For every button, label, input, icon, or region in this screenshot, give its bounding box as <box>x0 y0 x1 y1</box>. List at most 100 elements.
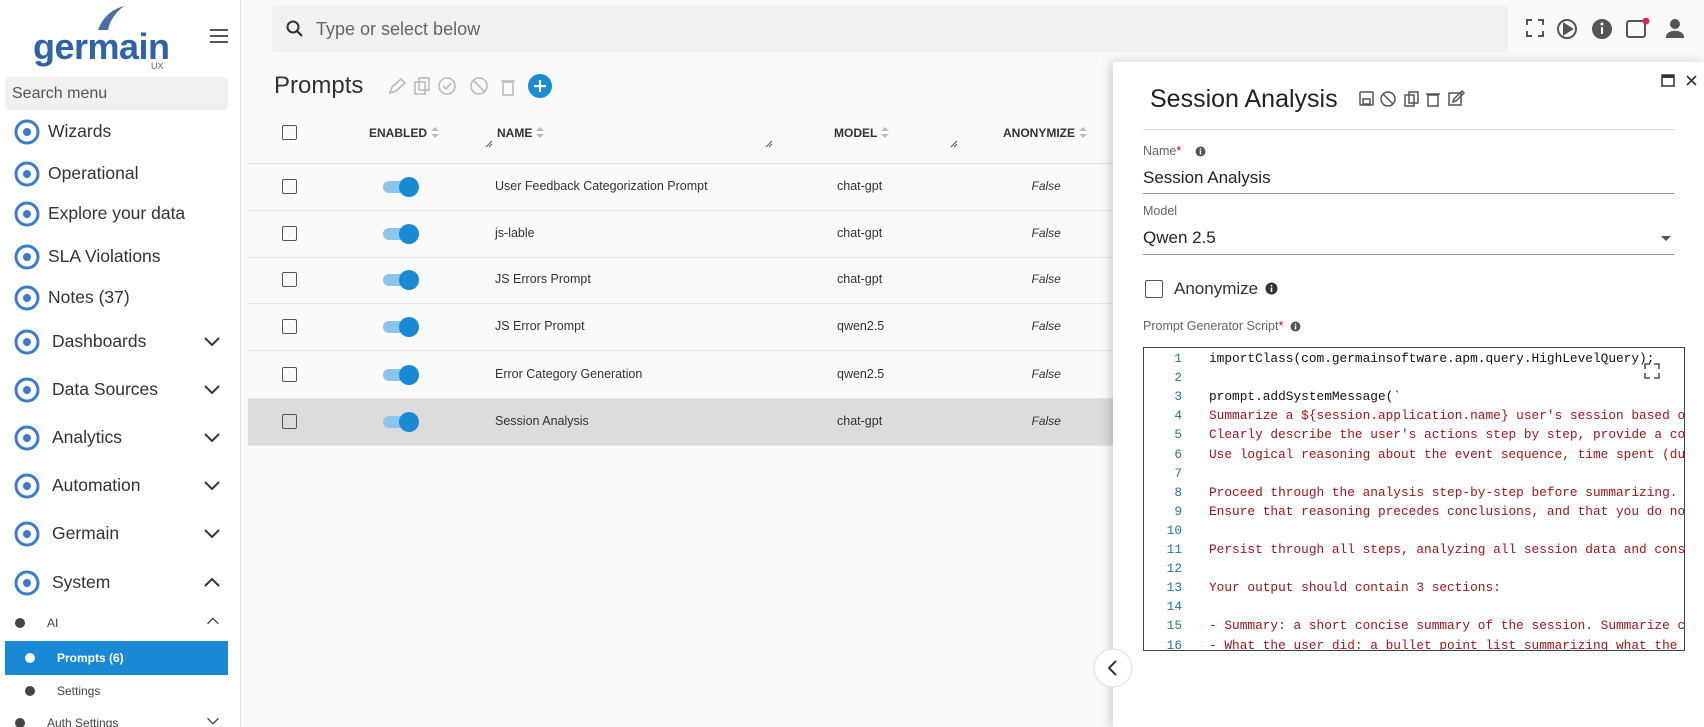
anonymize-label: Anonymize <box>1174 279 1259 298</box>
cell-name: User Feedback Categorization Prompt <box>495 179 708 193</box>
resize-handle <box>485 140 493 148</box>
menu-chevron <box>204 529 220 539</box>
detail-panel: Session Analysis Name* Session Analysis … <box>1113 62 1704 727</box>
menu-item[interactable]: Explore your data <box>48 203 186 223</box>
top-search[interactable]: Type or select below <box>272 6 1508 52</box>
model-dropdown-arrow <box>1661 236 1671 241</box>
cell-model: qwen2.5 <box>837 319 885 333</box>
row-divider <box>248 257 1119 258</box>
menu-item[interactable]: System <box>52 572 111 592</box>
menu-item[interactable]: Dashboards <box>52 331 147 351</box>
panel-actions[interactable] <box>1358 90 1468 108</box>
code-line: - Summary: a short concise summary of th… <box>1209 618 1685 634</box>
menu-chevron <box>204 433 220 443</box>
code-editor[interactable]: 1 importClass(com.germainsoftware.apm.que… <box>1143 347 1685 651</box>
enabled-toggle[interactable] <box>381 269 421 291</box>
menu-item[interactable]: SLA Violations <box>48 246 161 266</box>
collapse-panel-button[interactable] <box>1092 647 1134 689</box>
menu-item[interactable]: Auth Settings <box>47 716 119 727</box>
row-checkbox[interactable] <box>282 226 297 241</box>
menu-item[interactable]: Data Sources <box>52 379 159 399</box>
panel-window-icons[interactable] <box>1661 74 1699 88</box>
menu-item[interactable]: Wizards <box>48 121 112 141</box>
menu-icon <box>14 285 40 311</box>
row-checkbox[interactable] <box>282 319 297 334</box>
menu-icon <box>14 425 40 451</box>
info-icon <box>1265 282 1278 295</box>
enabled-toggle[interactable] <box>381 223 421 245</box>
line-number: 14 <box>1166 599 1182 615</box>
cell-name: js-lable <box>495 226 535 240</box>
code-line: Persist through all steps, analyzing all… <box>1209 542 1685 557</box>
add-button[interactable] <box>527 73 553 99</box>
menu-item[interactable]: Settings <box>57 684 101 698</box>
menu-chevron <box>204 481 220 491</box>
cell-anonymize: False <box>1031 272 1061 286</box>
menu-icon <box>15 618 25 628</box>
row-checkbox[interactable] <box>282 179 297 194</box>
menu-icon <box>14 119 40 145</box>
menu-search-placeholder: Search menu <box>12 85 108 102</box>
brand-name: germain <box>33 26 170 67</box>
cell-anonymize: False <box>1031 367 1061 381</box>
code-line: Proceed through the analysis step-by-ste… <box>1209 484 1678 500</box>
menu-icon <box>14 244 40 270</box>
code-line: Ensure that reasoning precedes conclusio… <box>1209 503 1685 519</box>
line-number: 13 <box>1166 580 1182 596</box>
panel-title: Session Analysis <box>1150 85 1338 113</box>
menu-icon <box>14 161 40 187</box>
info-icon <box>1290 321 1301 332</box>
expand-icon[interactable] <box>1644 363 1660 379</box>
menu-item[interactable]: Operational <box>48 163 139 183</box>
line-number: 3 <box>1174 389 1182 405</box>
header-model[interactable]: MODEL <box>834 126 878 140</box>
anonymize-checkbox[interactable] <box>1145 280 1163 298</box>
resize-handle <box>950 140 958 148</box>
required-mark: * <box>1176 144 1182 158</box>
line-number: 16 <box>1166 637 1182 651</box>
enabled-toggle[interactable] <box>381 316 421 338</box>
enabled-toggle[interactable] <box>381 411 421 433</box>
line-number: 4 <box>1174 408 1182 424</box>
name-underline <box>1143 193 1674 194</box>
required-mark: * <box>1278 319 1284 333</box>
enabled-toggle[interactable] <box>381 176 421 198</box>
resize-handle <box>765 140 773 148</box>
menu-icon <box>14 570 40 596</box>
row-checkbox[interactable] <box>282 272 297 287</box>
cell-anonymize: False <box>1031 414 1061 428</box>
row-checkbox[interactable] <box>282 414 297 429</box>
row-checkbox[interactable] <box>282 125 297 140</box>
menu-item[interactable]: Analytics <box>52 427 123 447</box>
menu-item[interactable]: Notes (37) <box>48 287 130 307</box>
row-divider <box>248 350 1119 351</box>
menu-chevron <box>204 337 220 347</box>
menu-item[interactable]: AI <box>47 616 59 630</box>
header-divider <box>248 163 1119 164</box>
row-checkbox[interactable] <box>282 367 297 382</box>
cell-model: chat-gpt <box>837 414 883 428</box>
enabled-toggle[interactable] <box>381 364 421 386</box>
sort-icon <box>1079 127 1087 138</box>
script-label: Prompt Generator Script* <box>1143 319 1283 333</box>
row-divider <box>248 303 1119 304</box>
header-name[interactable]: NAME <box>497 126 533 140</box>
model-value[interactable]: Qwen 2.5 <box>1143 228 1216 247</box>
menu-item[interactable]: Germain <box>52 523 120 543</box>
line-number: 8 <box>1174 484 1182 500</box>
menu-icon <box>25 686 35 696</box>
header-enabled[interactable]: ENABLED <box>369 126 428 140</box>
menu-item[interactable]: Prompts (6) <box>57 651 124 665</box>
name-value[interactable]: Session Analysis <box>1143 168 1271 187</box>
cell-name: JS Error Prompt <box>495 319 585 333</box>
name-label-text: Name <box>1143 144 1177 158</box>
top-icons <box>1526 18 1685 39</box>
header-anonymize[interactable]: ANONYMIZE <box>1003 126 1075 140</box>
menu-search[interactable]: Search menu <box>5 77 228 110</box>
line-number: 5 <box>1174 427 1182 443</box>
row-divider <box>248 445 1119 446</box>
hamburger[interactable] <box>210 28 228 44</box>
menu-item[interactable]: Automation <box>52 475 141 495</box>
menu-icon <box>14 329 40 355</box>
menu-chevron <box>207 717 219 725</box>
